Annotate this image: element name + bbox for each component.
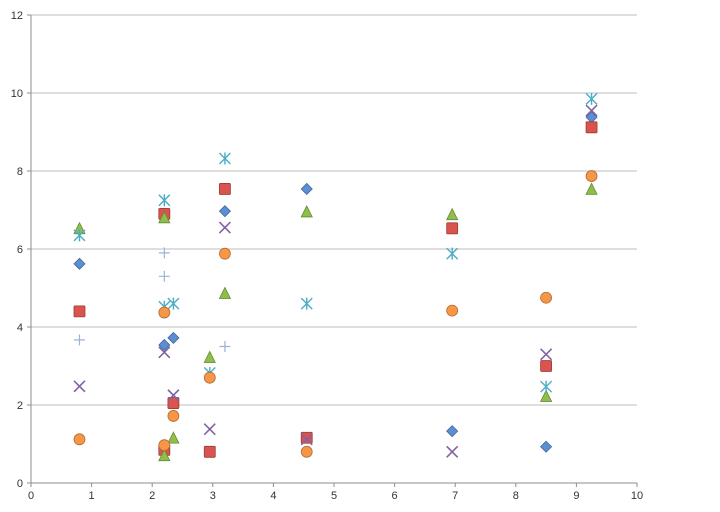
- y-tick-label: 6: [17, 244, 23, 256]
- point-asterisk: [585, 92, 598, 105]
- point-asterisk: [167, 297, 180, 310]
- point-circle: [158, 439, 171, 452]
- point-x: [167, 389, 180, 402]
- point-asterisk: [218, 152, 231, 165]
- point-x: [218, 221, 231, 234]
- point-triangle: [158, 448, 171, 462]
- series-circle: [73, 170, 598, 458]
- data-points: [73, 92, 598, 462]
- x-tick-label: 9: [573, 490, 579, 502]
- x-tick-label: 10: [631, 490, 643, 502]
- point-x: [300, 433, 313, 446]
- y-tick-label: 4: [17, 322, 23, 334]
- x-tick-label: 3: [210, 490, 216, 502]
- x-tick-label: 8: [513, 490, 519, 502]
- point-triangle: [167, 431, 180, 444]
- point-circle: [585, 170, 598, 182]
- axes: [27, 14, 638, 487]
- point-x: [540, 348, 553, 361]
- point-square: [219, 183, 231, 195]
- series-square: [73, 121, 598, 458]
- point-asterisk: [446, 247, 459, 260]
- point-square: [203, 445, 216, 458]
- point-circle: [300, 445, 313, 458]
- point-asterisk: [540, 380, 553, 393]
- point-diamond: [446, 425, 459, 438]
- y-tick-label: 0: [17, 478, 23, 490]
- x-tick-label: 2: [149, 490, 155, 502]
- series-asterisk: [73, 92, 598, 393]
- point-square: [300, 431, 313, 444]
- point-asterisk: [158, 194, 171, 207]
- point-triangle: [203, 350, 216, 363]
- point-plus: [158, 247, 170, 259]
- point-plus: [73, 334, 85, 346]
- x-tick-label: 0: [28, 490, 34, 502]
- point-circle: [158, 306, 171, 319]
- point-asterisk: [73, 229, 86, 242]
- point-diamond: [158, 338, 171, 352]
- point-x: [158, 346, 171, 359]
- y-tick-label: 10: [11, 88, 23, 100]
- point-square: [167, 397, 180, 409]
- series-plus: [73, 247, 231, 352]
- x-tick-label: 6: [392, 490, 398, 502]
- point-triangle: [539, 389, 553, 402]
- y-tick-label: 8: [17, 166, 23, 178]
- x-tick-label: 4: [270, 490, 276, 502]
- point-circle: [219, 247, 231, 260]
- point-triangle: [585, 182, 598, 195]
- point-diamond: [167, 331, 180, 344]
- point-x: [585, 104, 598, 117]
- series-diamond: [73, 111, 598, 453]
- point-circle: [540, 291, 552, 304]
- point-circle: [73, 433, 86, 446]
- series-triangle: [73, 182, 598, 462]
- gridlines: [31, 14, 637, 406]
- point-diamond: [540, 440, 553, 453]
- point-diamond: [300, 182, 313, 196]
- point-triangle: [158, 210, 171, 224]
- point-diamond: [218, 205, 231, 218]
- point-x: [446, 445, 459, 458]
- point-x: [73, 380, 86, 393]
- point-triangle: [446, 207, 459, 221]
- x-tick-label: 7: [452, 490, 458, 502]
- x-tick-label: 5: [331, 490, 337, 502]
- point-triangle: [218, 286, 232, 299]
- point-x: [203, 423, 216, 436]
- point-plus: [158, 270, 170, 282]
- point-square: [540, 360, 552, 372]
- y-tick-label: 12: [11, 10, 23, 22]
- point-diamond: [73, 257, 86, 270]
- series-x: [73, 104, 598, 458]
- point-plus: [219, 341, 231, 352]
- point-square: [585, 121, 598, 134]
- point-triangle: [300, 205, 313, 218]
- point-circle: [167, 410, 180, 422]
- point-square: [446, 222, 459, 235]
- y-tick-label: 2: [17, 400, 23, 412]
- x-tick-label: 1: [89, 490, 95, 502]
- point-circle: [446, 304, 459, 317]
- point-asterisk: [300, 297, 313, 310]
- point-square: [73, 305, 86, 318]
- point-circle: [203, 371, 216, 384]
